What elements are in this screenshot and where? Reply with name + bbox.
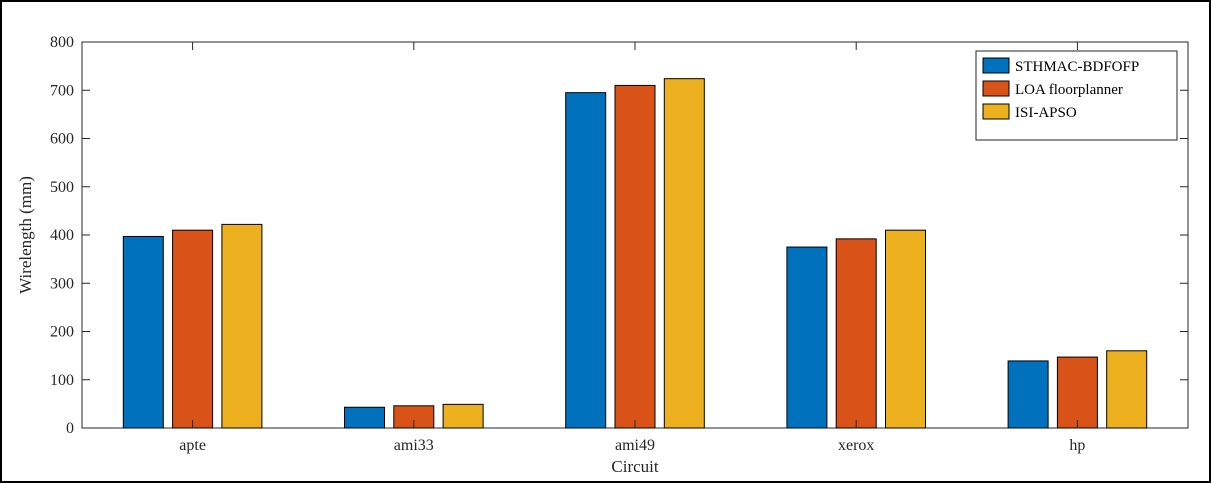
y-tick-label: 600 [50,131,74,148]
bar-apte-series-2 [172,229,214,429]
y-axis-title: Wirelength (mm) [16,176,35,294]
y-tick-label: 500 [50,179,74,196]
bars-group [122,78,1148,429]
bar-hp-series-1 [1007,360,1049,429]
x-tick-label-ami49: ami49 [615,437,655,454]
legend-label-2: LOA floorplanner [1015,82,1123,98]
bar-hp-series-3 [1106,350,1148,429]
x-tick-label-apte: apte [179,437,206,454]
y-tick-label: 300 [50,275,74,292]
bar-ami49-series-3 [663,78,705,429]
y-tick-label: 700 [50,82,74,99]
bar-ami33-series-3 [442,403,484,429]
bar-apte-series-1 [122,235,164,429]
legend-swatch-2 [982,80,1010,97]
y-tick-label: 400 [50,227,74,244]
bar-ami33-series-1 [344,406,385,429]
x-tick-label-hp: hp [1069,437,1085,454]
y-tick-label: 0 [66,420,74,437]
x-tick-label-xerox: xerox [838,437,874,454]
bar-xerox-series-1 [786,246,828,429]
legend-swatch-3 [982,103,1010,120]
x-axis-title: Circuit [611,457,658,476]
ticks-group: 0 100 200 300 400 500 600 700 800 apte ami33 ami49 x… [50,34,1188,454]
bar-xerox-series-2 [835,238,877,429]
bar-apte-series-3 [221,223,263,429]
legend-swatch-1 [982,57,1010,74]
y-tick-label: 200 [50,324,74,341]
bar-hp-series-2 [1056,356,1098,429]
legend-label-3: ISI-APSO [1015,105,1077,121]
bar-xerox-series-3 [885,229,926,429]
x-tick-label-ami33: ami33 [394,437,434,454]
legend: STHMAC-BDFOFP LOA floorplanner ISI-APSO [975,50,1178,141]
bar-ami49-series-2 [614,84,656,429]
y-tick-label: 100 [50,372,74,389]
bar-ami49-series-1 [565,92,607,429]
y-tick-label: 800 [50,34,74,51]
legend-label-1: STHMAC-BDFOFP [1015,59,1139,75]
